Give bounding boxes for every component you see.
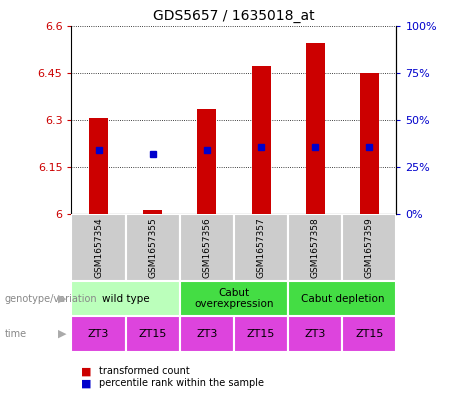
Text: wild type: wild type [102,294,149,304]
Bar [342,214,396,281]
Bar [180,281,288,316]
Text: percentile rank within the sample: percentile rank within the sample [99,378,264,388]
Bar [143,210,162,214]
Text: Cabut
overexpression: Cabut overexpression [194,288,274,309]
Text: GSM1657359: GSM1657359 [365,217,374,278]
Text: time: time [5,329,27,339]
Bar [288,316,342,352]
Bar [234,214,288,281]
Bar [71,316,125,352]
Text: ZT3: ZT3 [305,329,326,339]
Text: genotype/variation: genotype/variation [5,294,97,304]
Text: GSM1657358: GSM1657358 [311,217,320,278]
Text: ZT15: ZT15 [247,329,275,339]
Bar [234,316,288,352]
Bar [252,66,271,214]
Text: GSM1657354: GSM1657354 [94,217,103,278]
Text: ▶: ▶ [58,294,66,304]
Text: ZT15: ZT15 [355,329,384,339]
Bar [180,316,234,352]
Text: ZT3: ZT3 [88,329,109,339]
Text: GSM1657357: GSM1657357 [256,217,266,278]
Bar [71,214,125,281]
Bar [288,281,396,316]
Bar [125,214,180,281]
Text: ZT15: ZT15 [138,329,167,339]
Text: ▶: ▶ [58,329,66,339]
Bar [180,214,234,281]
Bar [125,316,180,352]
Text: ■: ■ [81,366,91,376]
Bar [360,73,379,214]
Text: GSM1657355: GSM1657355 [148,217,157,278]
Bar [71,281,180,316]
Bar [342,316,396,352]
Bar [288,214,342,281]
Text: Cabut depletion: Cabut depletion [301,294,384,304]
Text: transformed count: transformed count [99,366,190,376]
Text: ■: ■ [81,378,91,388]
Title: GDS5657 / 1635018_at: GDS5657 / 1635018_at [153,9,315,23]
Bar [89,118,108,214]
Bar [306,43,325,214]
Text: ZT3: ZT3 [196,329,218,339]
Bar [197,109,216,214]
Text: GSM1657356: GSM1657356 [202,217,212,278]
